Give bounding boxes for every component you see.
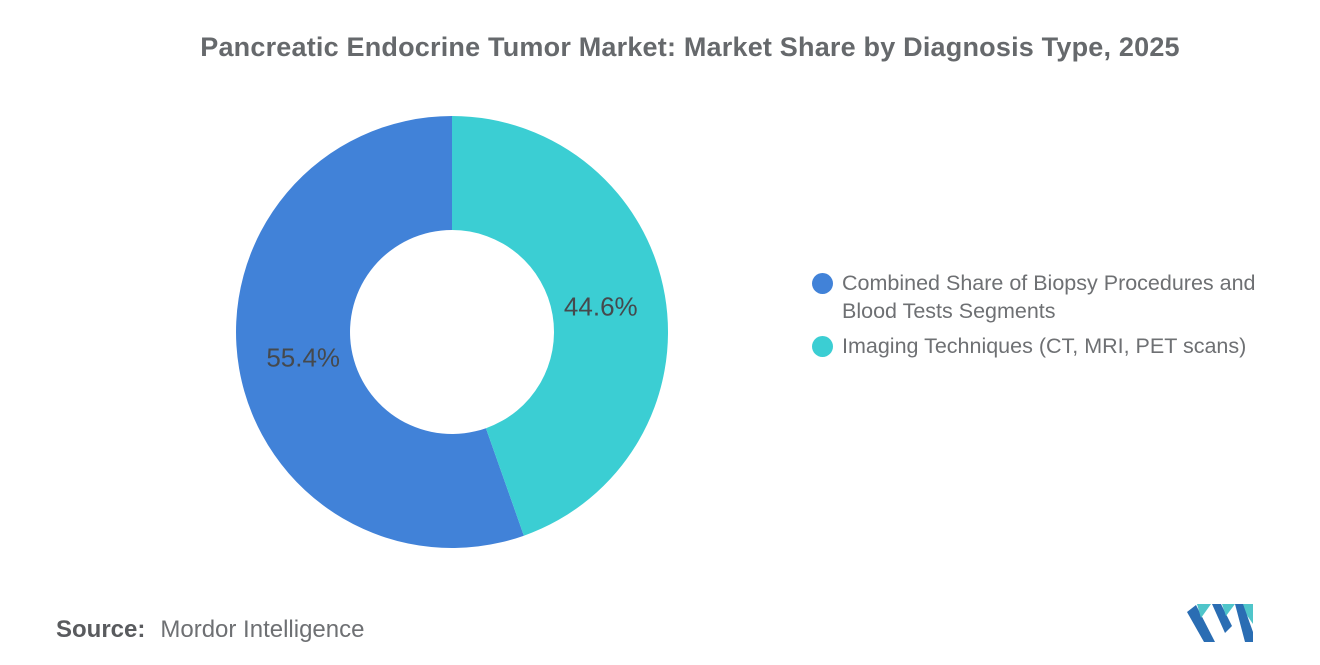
legend-item-biopsy-blood: Combined Share of Biopsy Procedures and … (812, 269, 1284, 325)
donut-percent-label-1: 44.6% (564, 292, 638, 322)
logo-shape (1187, 605, 1215, 642)
source-value: Mordor Intelligence (160, 616, 365, 643)
legend-label: Imaging Techniques (CT, MRI, PET scans) (842, 334, 1247, 358)
mordor-intelligence-logo (1187, 604, 1253, 642)
donut-segment-0 (236, 116, 524, 548)
legend-swatch-icon (812, 336, 833, 357)
donut-chart: 55.4% 44.6% (236, 115, 669, 548)
donut-percent-label-0: 55.4% (266, 343, 340, 373)
logo-shape (1212, 604, 1232, 633)
chart-title: Pancreatic Endocrine Tumor Market: Marke… (200, 32, 1180, 62)
donut-segment-1 (452, 115, 669, 536)
legend-swatch-icon (812, 273, 833, 294)
source-line: Source: Mordor Intelligence (56, 616, 364, 644)
logo-shape (1235, 604, 1253, 642)
logo-shape (1197, 604, 1211, 618)
source-label: Source: (56, 616, 146, 643)
chart-legend: Combined Share of Biopsy Procedures and … (812, 269, 1284, 367)
logo-shape (1222, 604, 1235, 616)
legend-item-imaging: Imaging Techniques (CT, MRI, PET scans) (812, 332, 1284, 360)
legend-label: Combined Share of Biopsy Procedures and … (842, 271, 1256, 323)
